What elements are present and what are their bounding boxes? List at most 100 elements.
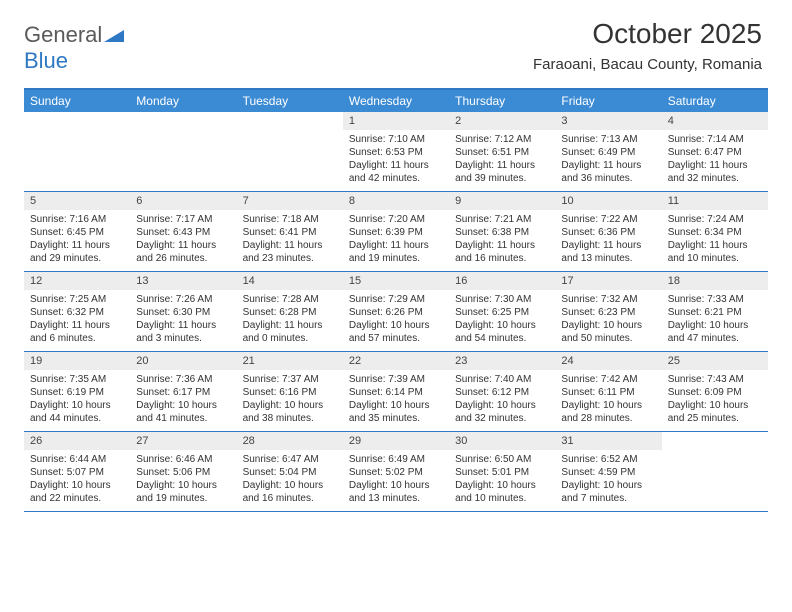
sunset-line: Sunset: 6:09 PM (668, 386, 764, 399)
brand-text: GeneralBlue (24, 22, 124, 74)
sunset-line: Sunset: 5:04 PM (243, 466, 339, 479)
day-number: 31 (555, 432, 661, 450)
daylight-line: Daylight: 11 hours and 19 minutes. (349, 239, 445, 265)
brand-logo: GeneralBlue (24, 22, 124, 74)
sunset-line: Sunset: 6:11 PM (561, 386, 657, 399)
calendar-week: 262728293031Sunrise: 6:44 AMSunset: 5:07… (24, 432, 768, 512)
daylight-line: Daylight: 10 hours and 54 minutes. (455, 319, 551, 345)
day-content: Sunrise: 6:47 AMSunset: 5:04 PMDaylight:… (237, 450, 343, 511)
day-content: Sunrise: 7:25 AMSunset: 6:32 PMDaylight:… (24, 290, 130, 351)
day-number: 6 (130, 192, 236, 210)
sunset-line: Sunset: 6:25 PM (455, 306, 551, 319)
day-content: Sunrise: 7:36 AMSunset: 6:17 PMDaylight:… (130, 370, 236, 431)
sunset-line: Sunset: 6:14 PM (349, 386, 445, 399)
day-number: 25 (662, 352, 768, 370)
daylight-line: Daylight: 10 hours and 32 minutes. (455, 399, 551, 425)
day-number: 9 (449, 192, 555, 210)
calendar-week: 567891011Sunrise: 7:16 AMSunset: 6:45 PM… (24, 192, 768, 272)
sunrise-line: Sunrise: 7:13 AM (561, 133, 657, 146)
sunset-line: Sunset: 6:30 PM (136, 306, 232, 319)
daylight-line: Daylight: 11 hours and 36 minutes. (561, 159, 657, 185)
empty-day-content (24, 130, 130, 191)
sunrise-line: Sunrise: 7:29 AM (349, 293, 445, 306)
sunrise-line: Sunrise: 7:32 AM (561, 293, 657, 306)
daylight-line: Daylight: 11 hours and 42 minutes. (349, 159, 445, 185)
sunset-line: Sunset: 6:45 PM (30, 226, 126, 239)
day-content: Sunrise: 7:43 AMSunset: 6:09 PMDaylight:… (662, 370, 768, 431)
sunrise-line: Sunrise: 7:36 AM (136, 373, 232, 386)
day-content: Sunrise: 7:16 AMSunset: 6:45 PMDaylight:… (24, 210, 130, 271)
sunset-line: Sunset: 6:19 PM (30, 386, 126, 399)
sunset-line: Sunset: 6:23 PM (561, 306, 657, 319)
day-number: 29 (343, 432, 449, 450)
day-number: 30 (449, 432, 555, 450)
day-number: 23 (449, 352, 555, 370)
brand-part2: Blue (24, 48, 68, 73)
daylight-line: Daylight: 10 hours and 38 minutes. (243, 399, 339, 425)
day-content: Sunrise: 7:33 AMSunset: 6:21 PMDaylight:… (662, 290, 768, 351)
sunset-line: Sunset: 6:47 PM (668, 146, 764, 159)
daylight-line: Daylight: 10 hours and 13 minutes. (349, 479, 445, 505)
daylight-line: Daylight: 10 hours and 47 minutes. (668, 319, 764, 345)
title-block: October 2025 Faraoani, Bacau County, Rom… (533, 18, 762, 73)
weekday-header: Thursday (449, 90, 555, 112)
weekday-header: Saturday (662, 90, 768, 112)
brand-part1: General (24, 22, 102, 47)
month-title: October 2025 (533, 18, 762, 50)
day-number: 7 (237, 192, 343, 210)
calendar: SundayMondayTuesdayWednesdayThursdayFrid… (24, 88, 768, 512)
day-content: Sunrise: 6:49 AMSunset: 5:02 PMDaylight:… (343, 450, 449, 511)
day-number: 21 (237, 352, 343, 370)
daylight-line: Daylight: 10 hours and 41 minutes. (136, 399, 232, 425)
sunrise-line: Sunrise: 7:35 AM (30, 373, 126, 386)
daylight-line: Daylight: 11 hours and 32 minutes. (668, 159, 764, 185)
sunrise-line: Sunrise: 7:18 AM (243, 213, 339, 226)
sunset-line: Sunset: 6:17 PM (136, 386, 232, 399)
calendar-week: 1234Sunrise: 7:10 AMSunset: 6:53 PMDayli… (24, 112, 768, 192)
calendar-body: 1234Sunrise: 7:10 AMSunset: 6:53 PMDayli… (24, 112, 768, 512)
day-content: Sunrise: 7:28 AMSunset: 6:28 PMDaylight:… (237, 290, 343, 351)
day-number: 10 (555, 192, 661, 210)
sunset-line: Sunset: 6:16 PM (243, 386, 339, 399)
day-number: 19 (24, 352, 130, 370)
day-number: 15 (343, 272, 449, 290)
sunset-line: Sunset: 6:41 PM (243, 226, 339, 239)
day-number: 27 (130, 432, 236, 450)
day-content: Sunrise: 6:50 AMSunset: 5:01 PMDaylight:… (449, 450, 555, 511)
day-number: 4 (662, 112, 768, 130)
daylight-line: Daylight: 10 hours and 28 minutes. (561, 399, 657, 425)
day-number: 28 (237, 432, 343, 450)
daylight-line: Daylight: 11 hours and 6 minutes. (30, 319, 126, 345)
sunset-line: Sunset: 6:12 PM (455, 386, 551, 399)
daylight-line: Daylight: 10 hours and 10 minutes. (455, 479, 551, 505)
empty-day-number (24, 112, 130, 130)
day-content: Sunrise: 7:24 AMSunset: 6:34 PMDaylight:… (662, 210, 768, 271)
sunset-line: Sunset: 6:38 PM (455, 226, 551, 239)
sunset-line: Sunset: 6:32 PM (30, 306, 126, 319)
day-content: Sunrise: 7:10 AMSunset: 6:53 PMDaylight:… (343, 130, 449, 191)
sunset-line: Sunset: 4:59 PM (561, 466, 657, 479)
day-content: Sunrise: 7:13 AMSunset: 6:49 PMDaylight:… (555, 130, 661, 191)
sunrise-line: Sunrise: 7:25 AM (30, 293, 126, 306)
sunrise-line: Sunrise: 7:21 AM (455, 213, 551, 226)
day-number: 16 (449, 272, 555, 290)
day-content: Sunrise: 7:42 AMSunset: 6:11 PMDaylight:… (555, 370, 661, 431)
day-content: Sunrise: 7:17 AMSunset: 6:43 PMDaylight:… (130, 210, 236, 271)
day-number: 3 (555, 112, 661, 130)
day-number: 11 (662, 192, 768, 210)
sunset-line: Sunset: 6:26 PM (349, 306, 445, 319)
sunrise-line: Sunrise: 7:10 AM (349, 133, 445, 146)
empty-day-number (662, 432, 768, 450)
sunrise-line: Sunrise: 6:47 AM (243, 453, 339, 466)
triangle-icon (104, 22, 124, 48)
day-content: Sunrise: 7:40 AMSunset: 6:12 PMDaylight:… (449, 370, 555, 431)
day-content: Sunrise: 7:18 AMSunset: 6:41 PMDaylight:… (237, 210, 343, 271)
sunrise-line: Sunrise: 7:37 AM (243, 373, 339, 386)
daylight-line: Daylight: 11 hours and 29 minutes. (30, 239, 126, 265)
daylight-line: Daylight: 11 hours and 13 minutes. (561, 239, 657, 265)
daylight-line: Daylight: 10 hours and 19 minutes. (136, 479, 232, 505)
daylight-line: Daylight: 10 hours and 35 minutes. (349, 399, 445, 425)
daylight-line: Daylight: 11 hours and 3 minutes. (136, 319, 232, 345)
sunrise-line: Sunrise: 6:46 AM (136, 453, 232, 466)
sunset-line: Sunset: 6:34 PM (668, 226, 764, 239)
